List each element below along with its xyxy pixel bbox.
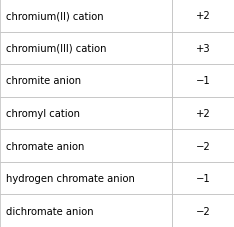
Text: −1: −1 xyxy=(196,76,210,86)
Bar xyxy=(172,97,234,130)
Bar xyxy=(0,195,172,227)
Bar xyxy=(0,97,172,130)
Text: +2: +2 xyxy=(196,11,210,21)
Text: −1: −1 xyxy=(196,173,210,183)
Bar xyxy=(0,65,172,97)
Text: −2: −2 xyxy=(196,141,210,151)
Bar xyxy=(172,32,234,65)
Text: dichromate anion: dichromate anion xyxy=(6,206,93,216)
Bar xyxy=(172,195,234,227)
Bar xyxy=(0,0,172,32)
Text: chromium(III) cation: chromium(III) cation xyxy=(6,44,106,54)
Text: −2: −2 xyxy=(196,206,210,216)
Text: chromite anion: chromite anion xyxy=(6,76,81,86)
Text: chromate anion: chromate anion xyxy=(6,141,84,151)
Text: chromyl cation: chromyl cation xyxy=(6,109,80,118)
Bar xyxy=(0,162,172,195)
Text: +2: +2 xyxy=(196,109,210,118)
Text: +3: +3 xyxy=(196,44,210,54)
Bar xyxy=(172,130,234,162)
Bar xyxy=(0,32,172,65)
Text: chromium(II) cation: chromium(II) cation xyxy=(6,11,103,21)
Bar xyxy=(172,0,234,32)
Bar xyxy=(172,65,234,97)
Bar xyxy=(0,130,172,162)
Text: hydrogen chromate anion: hydrogen chromate anion xyxy=(6,173,135,183)
Bar xyxy=(172,162,234,195)
